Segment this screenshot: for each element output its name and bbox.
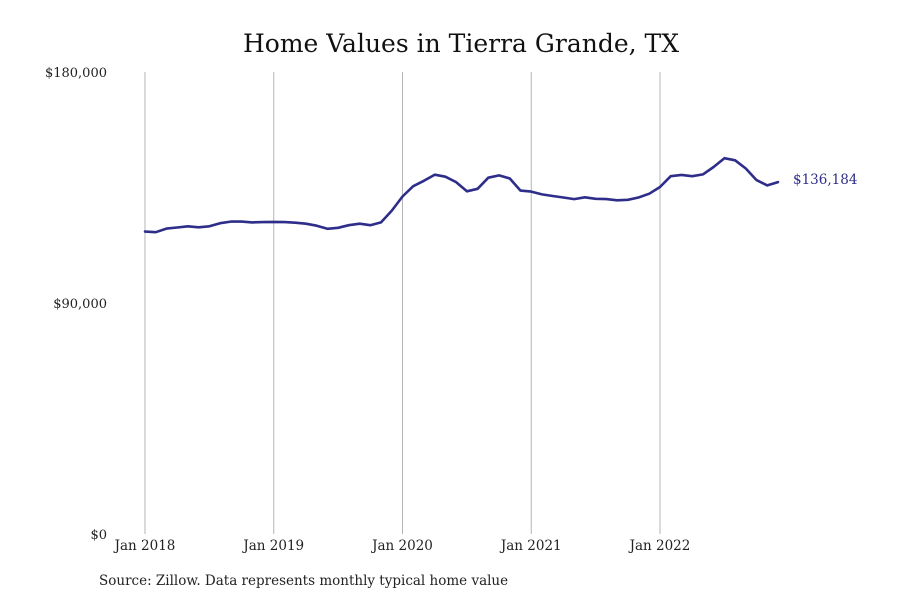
series [143, 156, 780, 234]
x-tick-label: Jan 2020 [370, 538, 433, 554]
y-tick-label: $0 [90, 528, 107, 543]
x-tick-label: Jan 2021 [499, 538, 562, 554]
gridlines [144, 72, 661, 534]
source-note: Source: Zillow. Data represents monthly … [99, 573, 508, 589]
y-tick-label: $180,000 [45, 66, 107, 81]
y-axis: $0 $90,000 $180,000 [45, 66, 107, 543]
chart-title: Home Values in Tierra Grande, TX [243, 29, 679, 58]
x-tick-label: Jan 2018 [113, 538, 176, 554]
end-value-label: $136,184 [793, 172, 857, 188]
x-tick-label: Jan 2022 [628, 538, 691, 554]
x-axis: Jan 2018 Jan 2019 Jan 2020 Jan 2021 Jan 2022 [113, 538, 691, 554]
y-tick-label: $90,000 [53, 297, 107, 312]
series-line [143, 156, 780, 234]
x-tick-label: Jan 2019 [241, 538, 304, 554]
